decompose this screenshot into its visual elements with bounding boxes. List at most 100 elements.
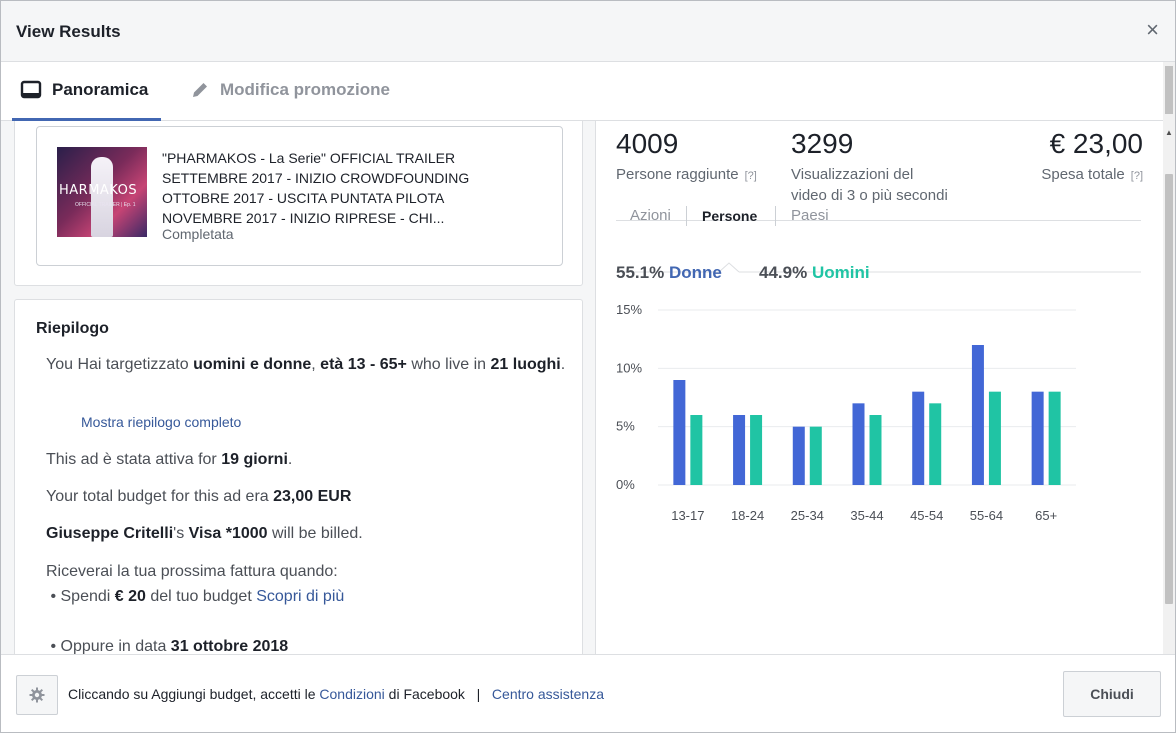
men-label: Uomini [811,263,870,282]
results-card: 4009 Persone raggiunte [?] 3299 Visualizz… [595,121,1163,654]
scroll-up-arrow[interactable]: ▲ [1165,128,1173,137]
text: . [287,451,293,468]
x-tick-label: 65+ [1035,508,1057,523]
summary-card: Riepilogo You Hai targetizzato uomini e … [14,299,583,654]
settings-button[interactable] [16,675,58,715]
bar [852,403,865,485]
help-center-link[interactable]: Centro assistenza [491,686,604,702]
bar [750,415,763,485]
text: Oppure in data [60,638,171,654]
targeting-text: You Hai targetizzato uomini e donne, età… [46,352,566,377]
text: will be billed. [267,525,363,542]
ad-description: "PHARMAKOS - La Serie" OFFICIAL TRAILER … [162,150,470,226]
x-tick-label: 25-34 [791,508,824,523]
text: 's [173,525,189,542]
ad-status: Completata [162,226,234,242]
tab-label: Panoramica [52,80,149,99]
x-tick-label: 13-17 [671,508,704,523]
bar [733,415,746,485]
help-icon[interactable]: [?] [744,170,757,182]
footer-text: Cliccando su Aggiungi budget, accetti le… [68,686,604,702]
scrollbar[interactable]: ▲ [1163,62,1175,654]
pencil-icon [193,83,207,97]
text: Your total budget for this ad era [46,488,274,505]
terms-link[interactable]: Condizioni [319,686,385,702]
text: 23,00 EUR [273,488,352,505]
views-value: 3299 [791,128,854,159]
thumbnail-subtitle: OFFICIAL TRAILER | Ep. 1 [75,202,136,208]
tab-panoramica[interactable]: Panoramica [12,62,161,121]
y-tick-label: 10% [616,360,642,375]
text: uomini e donne [193,356,312,373]
x-tick-label: 55-64 [970,508,1003,523]
invoice-bullet-2: • Oppure in data 31 ottobre 2018 [46,638,289,654]
ad-thumbnail: HARMAKOS OFFICIAL TRAILER | Ep. 1 [57,147,147,237]
thumbnail-figure [91,157,113,237]
text: Cliccando su Aggiungi budget, accetti le [68,686,320,702]
x-tick-label: 35-44 [850,508,883,523]
men-legend: 44.9% Uomini [759,263,870,283]
divider [616,220,1141,221]
y-tick-label: 15% [616,302,642,317]
learn-more-link[interactable]: Scopri di più [256,588,345,605]
text: Spesa totale [1041,166,1125,183]
text: , [311,356,321,373]
active-days-text: This ad è stata attiva for 19 giorni. [46,447,292,472]
text: You Hai targetizzato [46,356,194,373]
text: 19 giorni [221,451,288,468]
summary-title: Riepilogo [36,320,109,337]
subtab-underline [616,262,1141,273]
text: età 13 - 65+ [320,356,407,373]
reach-value: 4009 [616,128,679,159]
text: Persone raggiunte [616,166,739,183]
text: who live in [406,356,491,373]
thumbnail-title: HARMAKOS [59,183,138,198]
help-icon[interactable]: [?] [1130,170,1143,182]
ad-preview-card: HARMAKOS OFFICIAL TRAILER | Ep. 1 "PHARM… [14,121,583,286]
bar [690,415,703,485]
scrollbar-thumb[interactable] [1165,174,1173,604]
bar [809,426,822,485]
bar [1048,391,1061,485]
divider [686,206,687,226]
divider [775,206,776,226]
tab-label: Modifica promozione [220,80,390,99]
text: € 20 [114,588,146,605]
x-tick-label: 18-24 [731,508,764,523]
ad-preview[interactable]: HARMAKOS OFFICIAL TRAILER | Ep. 1 "PHARM… [36,126,563,266]
show-full-summary-link[interactable]: Mostra riepilogo completo [81,414,242,430]
text: video di 3 o più secondi [791,187,948,204]
tab-bar: Panoramica Modifica promozione [1,62,1163,121]
bar [912,391,925,485]
subtab-paesi[interactable]: Paesi [791,207,829,224]
text: Spendi [60,588,115,605]
tab-modifica-promozione[interactable]: Modifica promozione [190,62,390,118]
subtab-persone[interactable]: Persone [702,208,758,224]
women-legend: 55.1% Donne [616,263,722,283]
close-icon[interactable]: × [1146,17,1159,42]
dialog-header: View Results × [1,1,1175,62]
text: 31 ottobre 2018 [170,638,289,654]
gear-icon [29,687,45,703]
scrollbar-thumb[interactable] [1165,66,1173,114]
x-tick-label: 45-54 [910,508,943,523]
text: This ad è stata attiva for [46,451,222,468]
bar [971,345,984,485]
bar [792,426,805,485]
text: di Facebook [384,686,465,702]
dialog-title: View Results [16,22,121,41]
spend-label: Spesa totale [?] [1041,164,1143,187]
close-button[interactable]: Chiudi [1063,671,1161,717]
bar [869,415,882,485]
tablet-icon [20,80,42,99]
invoice-bullet-1: • Spendi € 20 del tuo budget Scopri di p… [46,588,345,605]
text: 21 luoghi [490,356,561,373]
women-label: Donne [668,263,722,282]
views-label: Visualizzazioni del video di 3 o più seco… [791,164,948,206]
invoice-intro: Riceverai la tua prossima fattura quando… [46,563,338,580]
y-tick-label: 5% [616,419,635,434]
subtab-azioni[interactable]: Azioni [630,207,671,224]
text: Visa *1000 [188,525,268,542]
text: Visualizzazioni del [791,166,914,183]
